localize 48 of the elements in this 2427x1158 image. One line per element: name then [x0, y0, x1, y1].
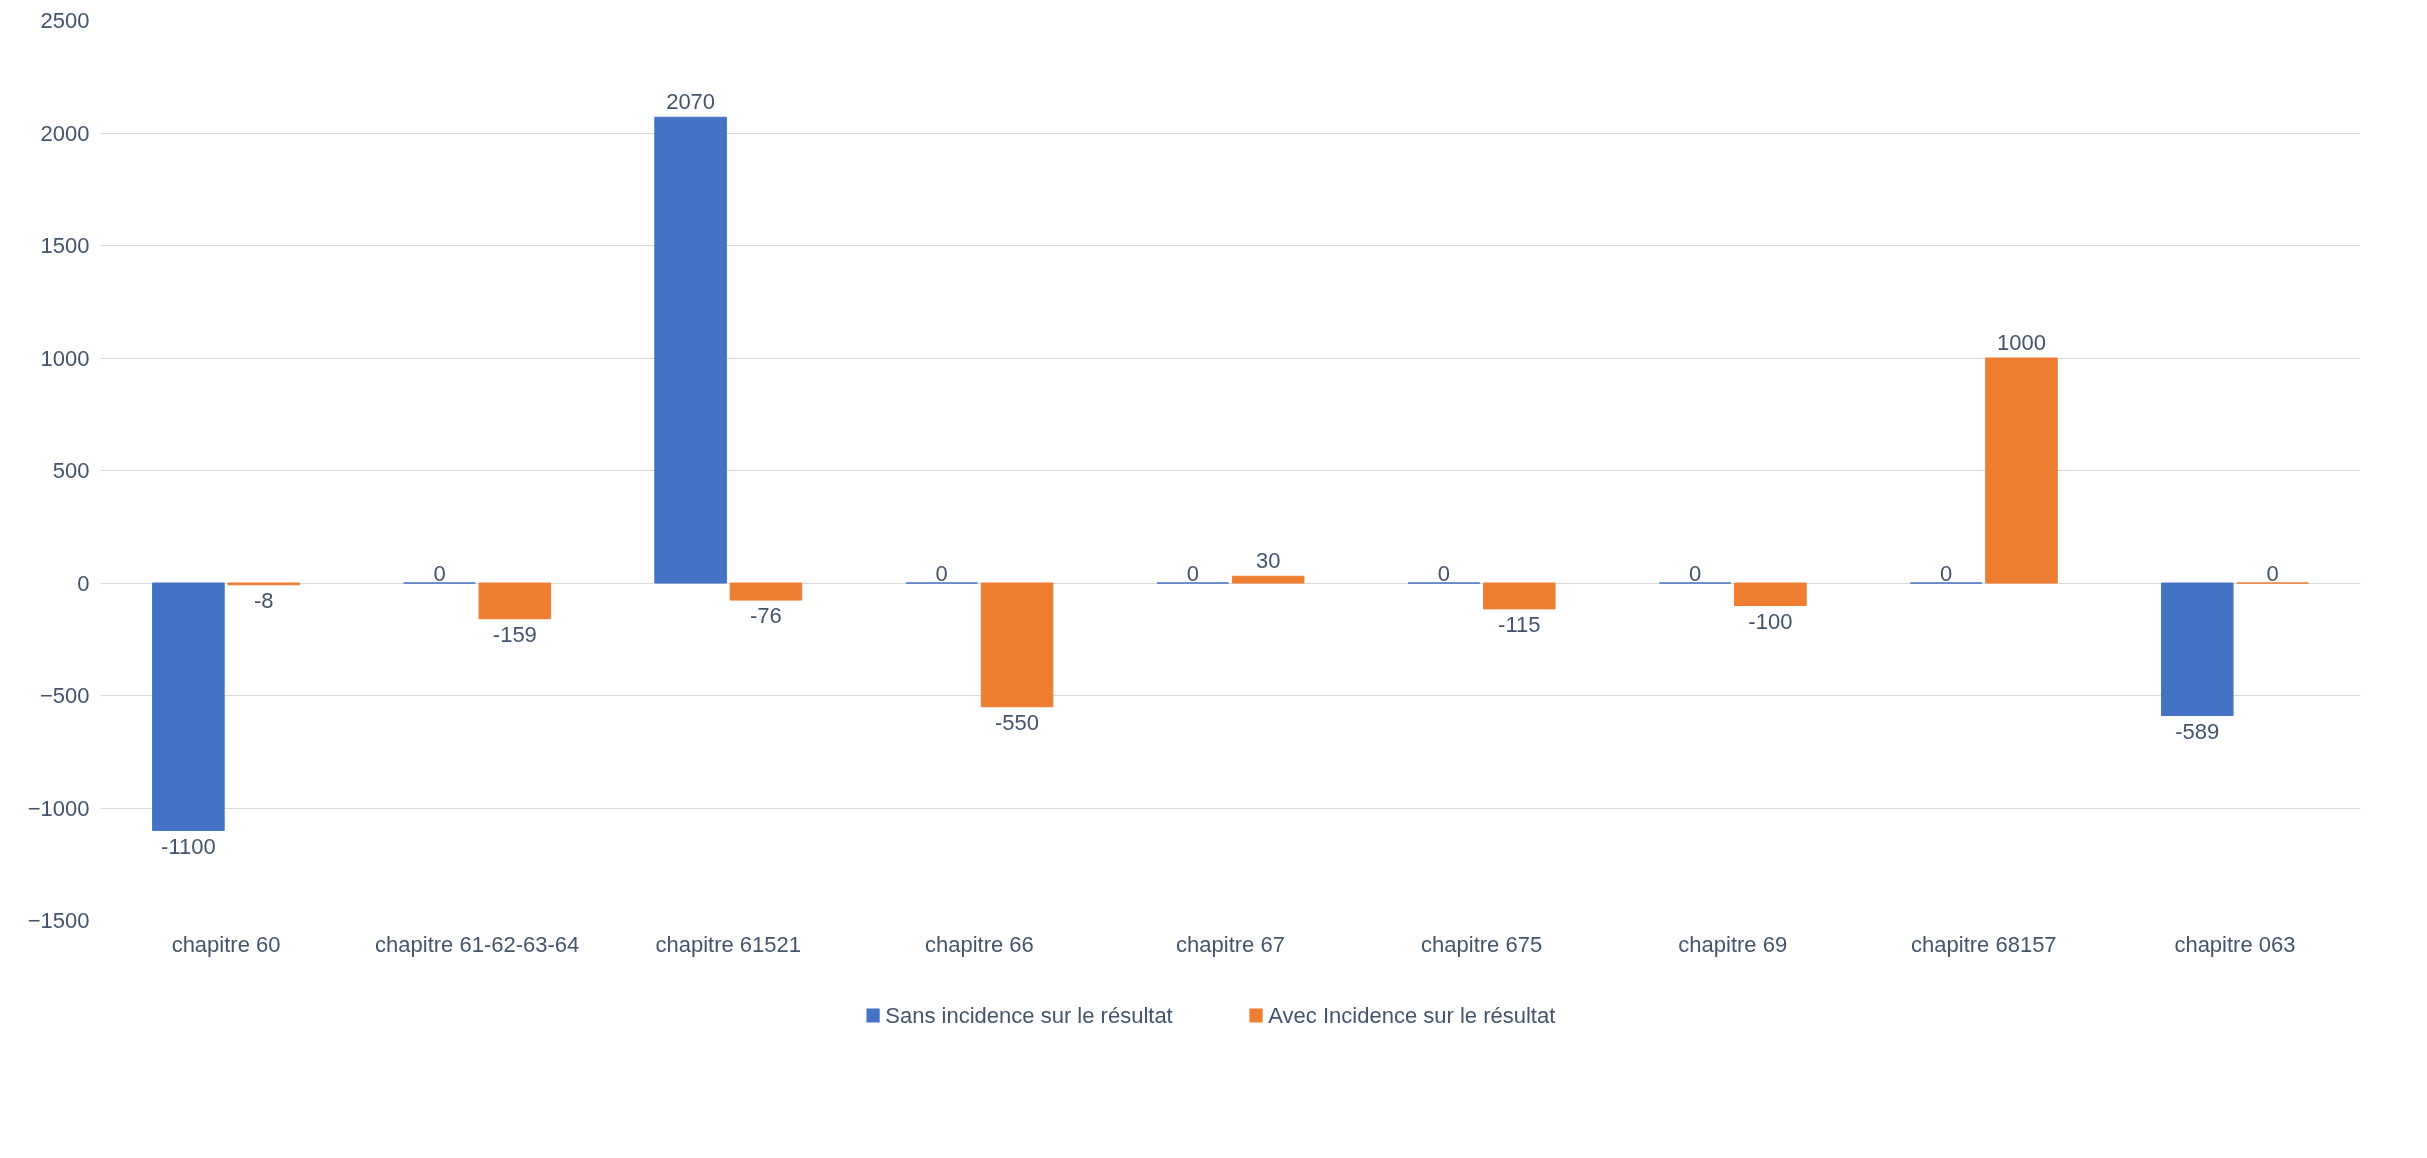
- x-tick-label: chapitre 68157: [1911, 931, 2057, 957]
- data-label: -76: [750, 603, 782, 629]
- bar: [1482, 582, 1556, 610]
- data-label: 0: [1186, 561, 1199, 586]
- y-tick-label: 0: [77, 570, 90, 596]
- x-tick-label: chapitre 61521: [655, 931, 802, 957]
- bar: [1231, 575, 1305, 584]
- x-tick-label: chapitre 063: [2174, 931, 2296, 957]
- bar: [654, 116, 727, 584]
- data-label: 0: [1437, 561, 1451, 586]
- data-label: 2070: [666, 89, 716, 115]
- data-label: -100: [1748, 608, 1793, 634]
- data-label: 0: [935, 561, 948, 586]
- data-label: -8: [253, 587, 274, 613]
- data-label: -550: [995, 709, 1040, 735]
- bar: [729, 582, 803, 601]
- y-tick-label: 1500: [40, 233, 90, 258]
- y-tick-label: 2500: [40, 8, 90, 33]
- bar: [1734, 582, 1807, 606]
- x-tick-label: chapitre 60: [171, 931, 281, 957]
- y-tick-label: 2000: [40, 120, 90, 146]
- legend-label: Sans incidence sur le résultat: [885, 1003, 1173, 1028]
- legend-label: Avec Incidence sur le résultat: [1268, 1003, 1556, 1028]
- data-label: -115: [1498, 611, 1541, 637]
- bar: [1985, 357, 2058, 584]
- bar: [980, 582, 1054, 708]
- data-label: 0: [433, 561, 446, 586]
- data-label: -1100: [161, 833, 216, 859]
- data-label: 0: [1688, 561, 1702, 586]
- y-tick-label: −500: [39, 683, 90, 708]
- x-tick-label: chapitre 61-62-63-64: [375, 931, 580, 957]
- data-label: 0: [2266, 561, 2279, 586]
- data-label: 0: [1940, 561, 1953, 586]
- y-tick-label: 500: [52, 458, 90, 483]
- x-tick-label: chapitre 69: [1678, 931, 1788, 957]
- data-label: -589: [2175, 718, 2220, 744]
- bar: [2160, 582, 2234, 717]
- x-tick-label: chapitre 675: [1421, 931, 1543, 957]
- bar: [152, 582, 225, 831]
- bar: [478, 582, 552, 620]
- data-label: 30: [1255, 548, 1281, 574]
- y-tick-label: −1000: [27, 795, 90, 821]
- data-label: 1000: [1997, 330, 2046, 355]
- data-label: -159: [492, 621, 537, 647]
- y-tick-label: 1000: [40, 345, 90, 371]
- x-tick-label: chapitre 66: [924, 931, 1034, 957]
- x-tick-label: chapitre 67: [1176, 931, 1285, 957]
- y-tick-label: −1500: [27, 908, 90, 933]
